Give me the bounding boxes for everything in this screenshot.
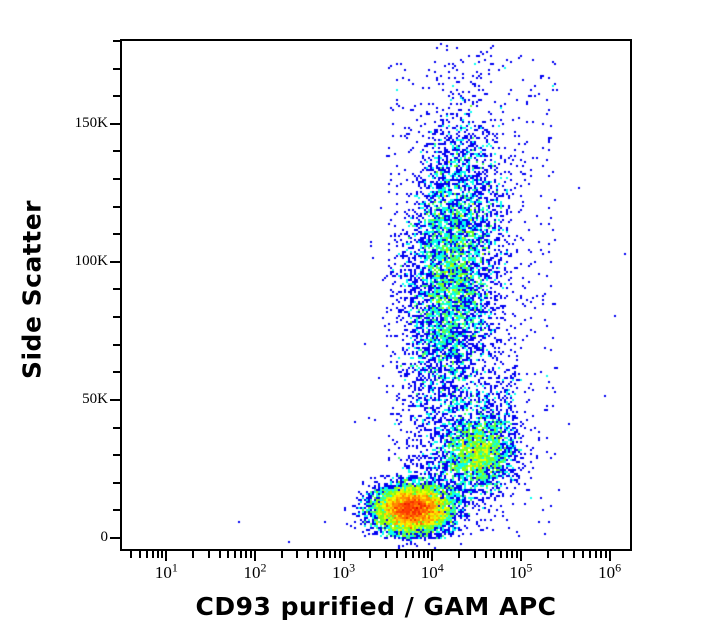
x-tick-minor <box>599 551 602 558</box>
x-tick-minor <box>581 551 584 558</box>
x-tick-minor <box>338 551 341 558</box>
x-tick-minor <box>515 551 518 558</box>
x-tick-minor <box>130 551 133 558</box>
y-tick-minor <box>113 288 120 291</box>
x-tick-minor <box>500 551 503 558</box>
x-tick-mantissa: 10 <box>154 563 172 582</box>
x-tick-minor <box>573 551 576 558</box>
x-tick-exponent: 1 <box>171 560 178 575</box>
x-tick-label: 104 <box>397 560 467 583</box>
x-tick-minor <box>249 551 252 558</box>
x-tick-minor <box>484 551 487 558</box>
y-tick-minor <box>113 454 120 457</box>
y-tick-major <box>110 398 120 401</box>
x-tick-minor <box>307 551 310 558</box>
x-tick-minor <box>457 551 460 558</box>
x-tick-major <box>431 551 434 561</box>
y-tick-minor <box>113 426 120 429</box>
y-tick-minor <box>113 67 120 70</box>
x-tick-minor <box>328 551 331 558</box>
x-tick-minor <box>417 551 420 558</box>
x-tick-minor <box>192 551 195 558</box>
x-tick-label: 102 <box>220 560 290 583</box>
y-tick-minor <box>113 509 120 512</box>
x-tick-minor <box>161 551 164 558</box>
y-tick-minor <box>113 40 120 42</box>
y-tick-major <box>110 260 120 263</box>
x-tick-minor <box>384 551 387 558</box>
x-tick-mantissa: 10 <box>509 563 527 582</box>
x-tick-exponent: 3 <box>349 560 356 575</box>
x-tick-minor <box>594 551 597 558</box>
x-tick-minor <box>145 551 148 558</box>
x-tick-mantissa: 10 <box>598 563 616 582</box>
x-tick-exponent: 5 <box>526 560 533 575</box>
x-tick-minor <box>396 551 398 558</box>
x-axis-title: CD93 purified / GAM APC <box>195 592 557 621</box>
x-tick-major <box>253 551 256 561</box>
x-tick-minor <box>234 551 237 558</box>
x-tick-label: 103 <box>309 560 379 583</box>
x-tick-major <box>608 551 611 561</box>
density-scatter-canvas <box>122 41 630 549</box>
x-tick-minor <box>245 551 248 558</box>
x-tick-minor <box>422 551 425 558</box>
x-tick-major <box>519 551 522 561</box>
x-tick-minor <box>427 551 430 558</box>
x-tick-label: 105 <box>486 560 556 583</box>
y-tick-label: 50K <box>82 390 108 407</box>
x-tick-mantissa: 10 <box>332 563 350 582</box>
x-tick-mantissa: 10 <box>243 563 261 582</box>
x-tick-minor <box>404 551 407 558</box>
x-tick-exponent: 6 <box>615 560 622 575</box>
x-tick-minor <box>588 551 591 558</box>
x-tick-exponent: 2 <box>260 560 267 575</box>
x-tick-exponent: 4 <box>437 560 444 575</box>
y-tick-minor <box>113 233 120 236</box>
y-tick-label: 0 <box>100 528 109 545</box>
x-tick-minor <box>227 551 230 558</box>
x-tick-minor <box>151 551 154 558</box>
y-tick-major <box>110 122 120 125</box>
x-tick-label: 101 <box>131 560 201 583</box>
x-tick-major <box>342 551 345 561</box>
x-tick-minor <box>138 551 141 558</box>
y-tick-minor <box>113 316 120 319</box>
plot-frame <box>120 39 632 551</box>
x-tick-minor <box>240 551 243 558</box>
y-tick-minor <box>113 371 120 374</box>
y-tick-minor <box>113 343 120 346</box>
y-tick-minor <box>113 481 120 484</box>
x-tick-minor <box>562 551 565 558</box>
x-tick-minor <box>411 551 414 558</box>
y-tick-minor <box>113 178 120 181</box>
x-tick-minor <box>322 551 325 558</box>
x-tick-minor <box>315 551 318 558</box>
x-tick-minor <box>334 551 337 558</box>
x-tick-minor <box>493 551 496 558</box>
x-tick-minor <box>506 551 509 558</box>
x-tick-minor <box>369 551 372 558</box>
x-tick-minor <box>296 551 299 558</box>
x-tick-minor <box>207 551 210 558</box>
y-tick-label: 150K <box>74 114 108 131</box>
y-tick-major <box>110 536 120 539</box>
y-tick-minor <box>113 150 120 153</box>
x-tick-minor <box>156 551 159 558</box>
x-tick-minor <box>546 551 549 558</box>
y-tick-minor <box>113 205 120 208</box>
y-tick-minor <box>113 95 120 98</box>
x-tick-minor <box>218 551 221 558</box>
x-tick-minor <box>604 551 607 558</box>
x-tick-minor <box>280 551 283 558</box>
x-tick-label: 106 <box>575 560 645 583</box>
x-tick-minor <box>511 551 514 558</box>
x-tick-minor <box>473 551 476 558</box>
x-tick-mantissa: 10 <box>420 563 438 582</box>
y-tick-label: 100K <box>74 252 108 269</box>
x-tick-major <box>165 551 168 561</box>
